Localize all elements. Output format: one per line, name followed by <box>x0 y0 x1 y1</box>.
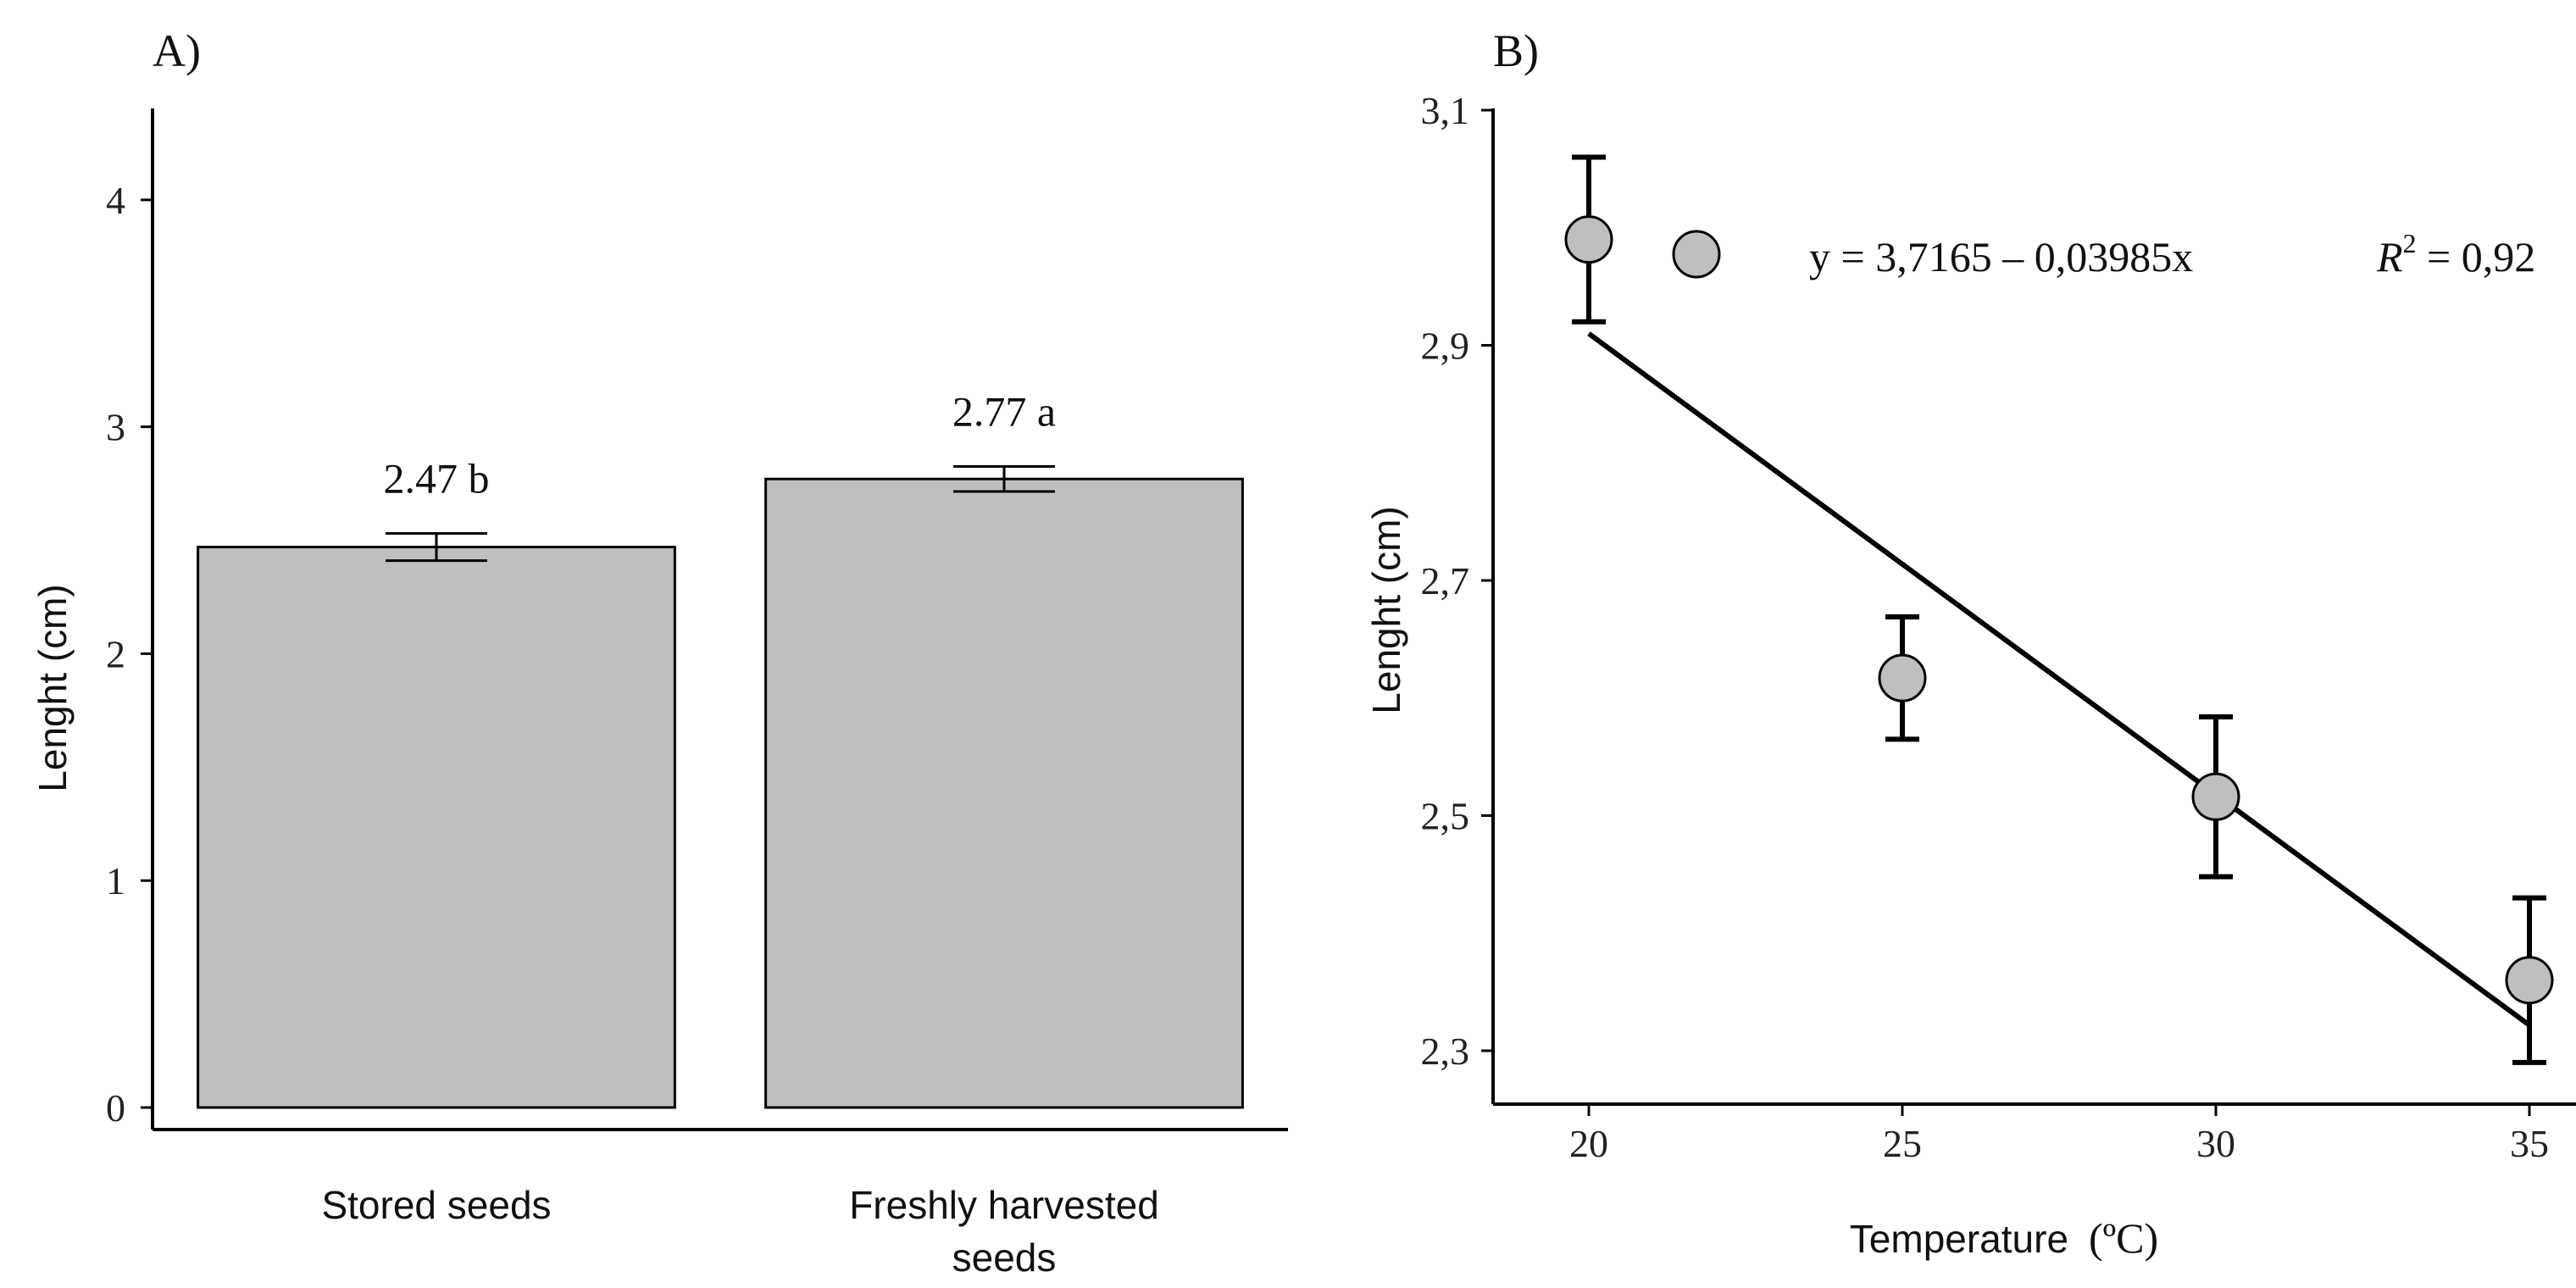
panel-a: A) 0 1 2 3 4 2.47 b 2.77 a Stored seeds Freshl… <box>31 25 1288 1280</box>
y-tick-label: 3 <box>106 406 125 449</box>
y-tick-label: 0 <box>106 1086 125 1130</box>
x-tick-label: 30 <box>2196 1122 2235 1165</box>
legend-r2-value: = 0,92 <box>2417 233 2536 280</box>
panel-b-x-axis-label: Temperature (ºC) <box>1850 1214 2158 1262</box>
x-tick-label-line2: seeds <box>952 1235 1057 1280</box>
bar <box>197 546 676 1109</box>
y-tick-label: 2,9 <box>1421 325 1470 368</box>
data-label: 2.77 a <box>952 388 1056 436</box>
x-tick-label: Freshly harvested <box>849 1183 1159 1227</box>
data-point <box>2505 956 2554 1005</box>
bar <box>764 477 1244 1109</box>
panel-b-y-ticks: 2,3 2,5 2,7 2,9 3,1 <box>1421 89 1493 1073</box>
panel-b-label: B) <box>1493 25 1539 76</box>
panel-b-regression <box>1587 331 2531 1028</box>
legend-r2-sup: 2 <box>2403 228 2417 258</box>
panel-b: B) 2,3 2,5 2,7 2,9 3,1 20 25 30 35 y = 3,7165 –… <box>1364 25 2576 1262</box>
x-axis-label-text: Temperature <box>1850 1217 2068 1261</box>
data-point <box>1564 215 1613 264</box>
y-tick-label: 2,3 <box>1421 1030 1470 1073</box>
x-tick-label: 35 <box>2510 1122 2549 1165</box>
y-tick-label: 2,5 <box>1421 795 1470 838</box>
panel-a-bars: 2.47 b 2.77 a <box>197 388 1244 1109</box>
legend-marker <box>1672 230 1721 279</box>
legend-r2-symbol: R <box>2376 233 2403 280</box>
x-tick-label: Stored seeds <box>321 1183 551 1227</box>
data-label: 2.47 b <box>384 455 490 502</box>
y-tick-label: 3,1 <box>1421 89 1470 132</box>
panel-a-y-axis-label: Lenght (cm) <box>31 584 75 791</box>
y-tick-label: 4 <box>106 179 125 222</box>
data-point <box>2191 772 2240 821</box>
x-tick-label: 25 <box>1883 1122 1922 1165</box>
panel-a-x-tick-labels: Stored seeds Freshly harvested seeds <box>321 1183 1158 1280</box>
legend-r2: R2 = 0,92 <box>2376 228 2535 280</box>
legend-equation: y = 3,7165 – 0,03985x <box>1809 233 2193 280</box>
x-axis-label-unit: (ºC) <box>2089 1214 2158 1262</box>
regression-line <box>1587 331 2531 1028</box>
y-tick-label: 2 <box>106 632 125 675</box>
panel-a-y-ticks: 0 1 2 3 4 <box>106 179 153 1130</box>
x-tick-label: 20 <box>1569 1122 1608 1165</box>
panel-b-x-ticks: 20 25 30 35 <box>1569 1104 2549 1165</box>
y-tick-label: 2,7 <box>1421 559 1470 602</box>
panel-a-label: A) <box>153 25 201 76</box>
panel-b-y-axis-label: Lenght (cm) <box>1364 506 1408 713</box>
panel-b-points <box>1564 154 2554 1065</box>
y-tick-label: 1 <box>106 859 125 902</box>
data-point <box>1878 653 1927 702</box>
panel-b-legend: y = 3,7165 – 0,03985x R2 = 0,92 <box>1672 228 2535 280</box>
